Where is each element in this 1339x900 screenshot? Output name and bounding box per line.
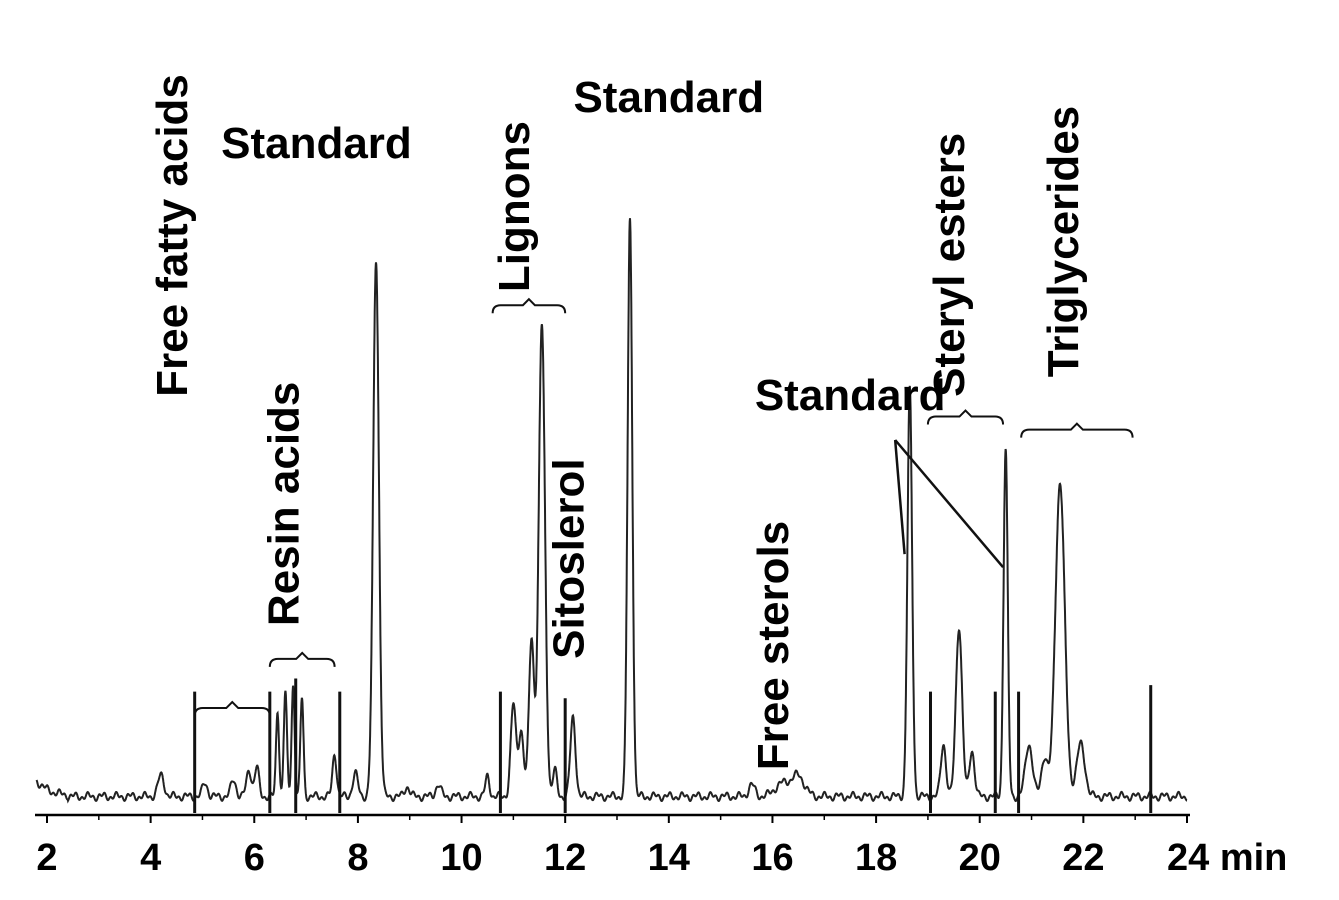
x-tick-label: 10 [440,837,482,879]
x-tick-label: 6 [244,837,265,879]
annotation-label: Resin acids [259,382,308,627]
x-tick-label: 18 [855,837,897,879]
x-tick-label: 16 [751,837,793,879]
annotation-label: Steryl esters [925,133,974,397]
x-tick-label: 8 [347,837,368,879]
annotation-bracket [491,297,567,314]
annotation-bracket [193,700,271,717]
annotation-label: Free sterols [749,521,798,770]
annotation-arrow [893,439,906,555]
annotation-label: Triglycerides [1039,106,1088,377]
annotation-label: Standard [573,73,764,122]
x-tick-label: 22 [1062,837,1104,879]
series-trace [35,218,1188,804]
x-tick-label: 4 [140,837,161,879]
x-tick-label: 2 [36,837,57,879]
annotation-label: Standard [221,119,412,168]
x-tick-label: 14 [648,837,690,879]
annotation-label: Lignons [490,121,539,292]
annotation-bracket [1020,422,1134,438]
annotation-arrow [894,439,1004,569]
x-tick-label: 20 [959,837,1001,879]
annotation-bracket [268,651,336,667]
annotation-bracket [926,409,1005,425]
annotation-label: Free fatty acids [148,74,197,397]
annotation-label: Sitoslerol [544,458,593,659]
x-tick-label: 24 min [1167,837,1287,879]
annotation-label: Standard [755,371,946,420]
x-tick-label: 12 [544,837,586,879]
